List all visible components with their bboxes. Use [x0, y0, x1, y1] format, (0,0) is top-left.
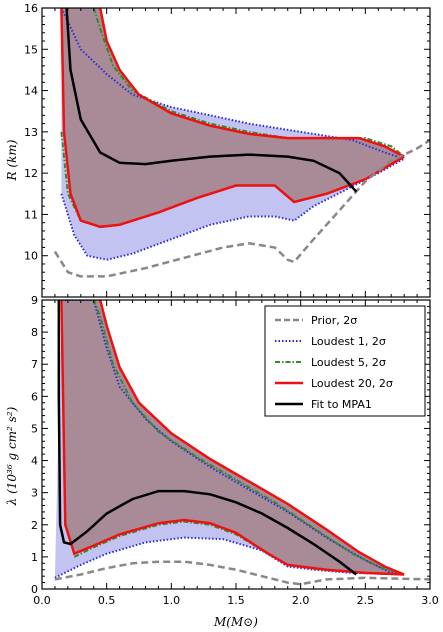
- top-panel: 10 11 12 13 14 15 16: [24, 2, 431, 298]
- y-tick-label: 1: [31, 551, 38, 564]
- top-y-axis-label: R (km): [5, 139, 19, 181]
- loudest5-upper-line: [92, 8, 405, 158]
- y-tick-label: 11: [24, 208, 38, 221]
- legend-label: Loudest 1, 2σ: [311, 335, 386, 348]
- y-tick-label: 9: [31, 294, 38, 307]
- x-tick-label: 2.0: [292, 594, 310, 607]
- y-tick-label: 12: [24, 167, 38, 180]
- y-tick-label: 2: [31, 519, 38, 532]
- legend-box: [264, 305, 426, 417]
- loudest20-band: [61, 300, 405, 575]
- loudest1-upper-line: [60, 8, 405, 160]
- y-tick-label: 10: [24, 250, 38, 263]
- prior-line: [53, 139, 430, 278]
- y-tick-label: 0: [31, 583, 38, 596]
- y-tick-label: 5: [31, 422, 38, 435]
- fit-line: [57, 300, 358, 576]
- loudest20-upper-line: [98, 8, 405, 158]
- plot-area: [54, 300, 430, 586]
- loudest20-band: [61, 8, 405, 227]
- bottom-y-axis-label: λ (10³⁶ g cm² s²): [5, 406, 19, 506]
- loudest20-lower-line: [60, 8, 405, 229]
- x-tick-label: 0.0: [33, 594, 51, 607]
- x-tick-label: 1.0: [163, 594, 181, 607]
- y-tick-label: 16: [24, 2, 38, 15]
- fit-line: [65, 8, 358, 193]
- legend-label: Loudest 20, 2σ: [311, 377, 393, 390]
- x-tick-label: 0.5: [98, 594, 116, 607]
- y-tick-label: 3: [31, 487, 38, 500]
- y-tick-label: 15: [24, 43, 38, 56]
- bottom-panel: 0 1 2 3 4 5 6 7 8 9 0.0 0.5 1.0 1.5 2.0 2.5 3.0: [31, 294, 439, 607]
- x-tick-label: 1.5: [227, 594, 245, 607]
- x-tick-label: 3.0: [421, 594, 439, 607]
- legend-label: Loudest 5, 2σ: [311, 356, 386, 369]
- plot-area: [53, 8, 430, 278]
- legend-label: Fit to MPA1: [311, 398, 372, 411]
- y-tick-label: 8: [31, 326, 38, 339]
- legend-label: Prior, 2σ: [311, 314, 357, 327]
- y-tick-label: 13: [24, 126, 38, 139]
- loudest1-lower-line: [60, 157, 405, 261]
- y-tick-label: 7: [31, 358, 38, 371]
- y-tick-label: 6: [31, 390, 38, 403]
- y-tick-label: 14: [24, 85, 38, 98]
- x-axis-label: M(M⊙): [213, 615, 258, 629]
- y-tick-label: 4: [31, 455, 38, 468]
- prior-line: [54, 560, 430, 586]
- loudest20-lower-line: [60, 300, 405, 576]
- legend: Prior, 2σ Loudest 1, 2σ Loudest 5, 2σ Loude…: [264, 305, 426, 417]
- loudest20-upper-line: [98, 300, 405, 576]
- loudest5-upper-line: [92, 300, 405, 576]
- x-tick-label: 2.5: [357, 594, 375, 607]
